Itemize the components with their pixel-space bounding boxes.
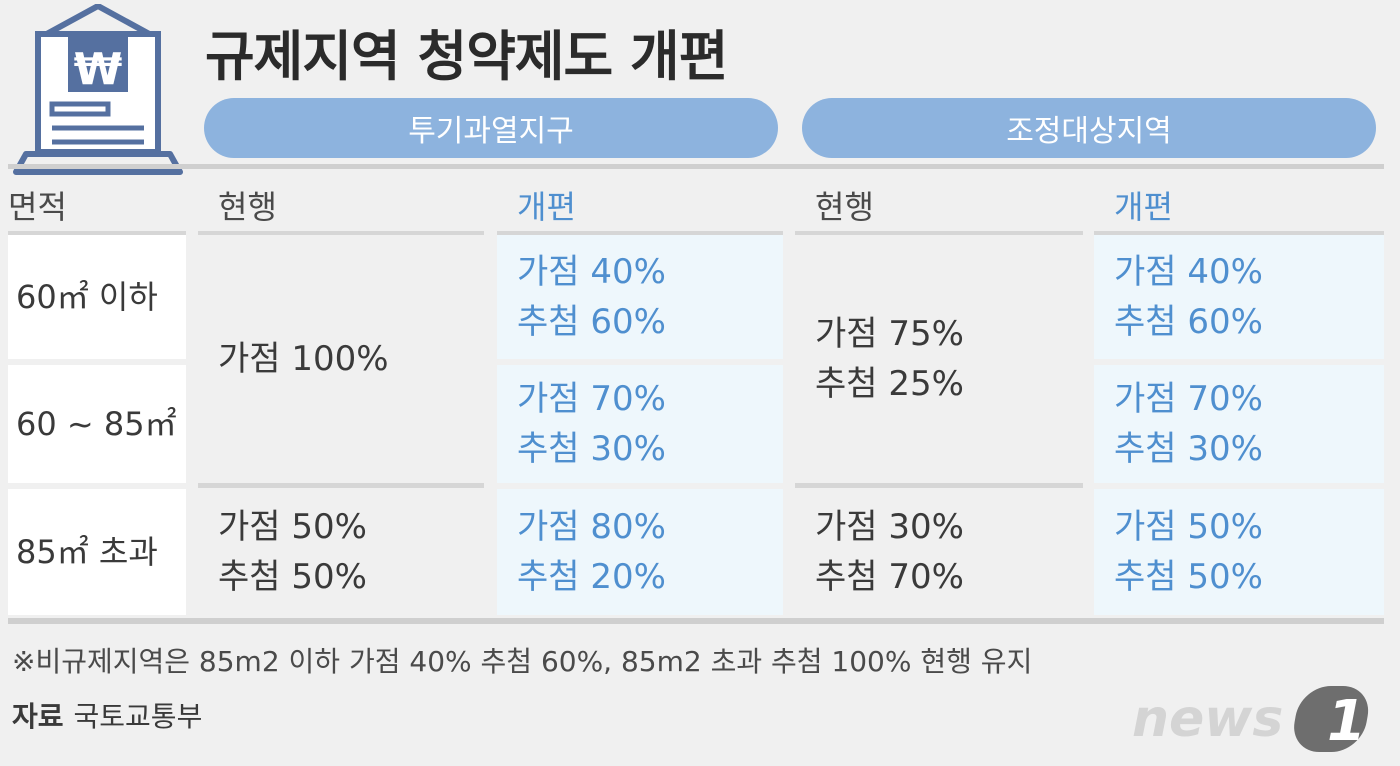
cell-line: 추첨 60%: [517, 302, 666, 342]
cell-line: 가점 50%: [218, 507, 367, 547]
cell-line: 추첨 50%: [218, 557, 367, 597]
cell-line: 추첨 60%: [1114, 302, 1263, 342]
col-line-a-reform: [497, 231, 783, 235]
header-area: 면적: [8, 188, 67, 226]
page-title: 규제지역 청약제도 개편: [205, 25, 728, 88]
header-divider: [8, 164, 1384, 169]
cell-line: 가점 70%: [1114, 379, 1263, 419]
news1-logo: news 1: [1132, 686, 1369, 754]
cell-line: 가점 40%: [1114, 252, 1263, 292]
logo-numeral: 1: [1327, 689, 1366, 754]
col-line-b-current: [795, 231, 1083, 235]
col-line-b-reform: [1094, 231, 1384, 235]
cell-line: 추첨 20%: [517, 557, 666, 597]
header-b-reform: 개편: [1114, 188, 1173, 226]
cell-a-current-r12: 가점 100%: [198, 235, 484, 483]
footnote: ※비규제지역은 85m2 이하 가점 40% 추첨 60%, 85m2 초과 추…: [12, 645, 1033, 678]
source-label: 자료: [12, 700, 64, 733]
cell-line: 추첨 30%: [1114, 429, 1263, 469]
cell-line: 가점 70%: [517, 379, 666, 419]
row-area-r1: 60㎡ 이하: [8, 235, 186, 359]
cell-b-reform-r2: 가점 70% 추첨 30%: [1094, 365, 1384, 483]
cell-line: 가점 40%: [517, 252, 666, 292]
cell-line: 가점 80%: [517, 507, 666, 547]
cell-line: 가점 50%: [1114, 507, 1263, 547]
cell-b-reform-r1: 가점 40% 추첨 60%: [1094, 235, 1384, 359]
header-a-reform: 개편: [517, 188, 576, 226]
row-area-r3: 85㎡ 초과: [8, 489, 186, 615]
cell-line: 가점 75%: [815, 314, 964, 354]
col-line-a-current: [198, 231, 484, 235]
row-area-r2: 60 ~ 85㎡: [8, 365, 186, 483]
table-bottom-divider: [8, 618, 1384, 624]
cell-line: 추첨 70%: [815, 557, 964, 597]
cell-line: 추첨 30%: [517, 429, 666, 469]
cell-line: 추첨 50%: [1114, 557, 1263, 597]
area-label: 85㎡ 초과: [16, 533, 158, 571]
cell-line: 가점 30%: [815, 507, 964, 547]
cell-a-reform-r1: 가점 40% 추첨 60%: [497, 235, 783, 359]
source-value: 국토교통부: [73, 700, 203, 733]
cell-a-reform-r3: 가점 80% 추첨 20%: [497, 489, 783, 615]
divider-b-current: [795, 483, 1083, 488]
cell-b-current-r12: 가점 75% 추첨 25%: [795, 235, 1083, 483]
group-label-a: 투기과열지구: [204, 98, 778, 158]
source-line: 자료 국토교통부: [12, 695, 202, 735]
cell-b-current-r3: 가점 30% 추첨 70%: [795, 489, 1083, 615]
won-sign-icon: ₩: [74, 44, 123, 95]
cell-a-reform-r2: 가점 70% 추첨 30%: [497, 365, 783, 483]
divider-a-current: [198, 483, 484, 488]
cell-a-current-r3: 가점 50% 추첨 50%: [198, 489, 484, 615]
cell-line: 추첨 25%: [815, 364, 964, 404]
cell-b-reform-r3: 가점 50% 추첨 50%: [1094, 489, 1384, 615]
cell-line: 가점 100%: [218, 339, 389, 379]
house-laptop-icon: ₩: [13, 4, 183, 175]
logo-text: news: [1132, 689, 1283, 749]
col-line-area: [8, 231, 186, 235]
header-a-current: 현행: [218, 188, 277, 226]
header-b-current: 현행: [815, 188, 874, 226]
area-label: 60 ~ 85㎡: [16, 405, 177, 443]
group-label-b: 조정대상지역: [802, 98, 1376, 158]
area-label: 60㎡ 이하: [16, 278, 158, 316]
